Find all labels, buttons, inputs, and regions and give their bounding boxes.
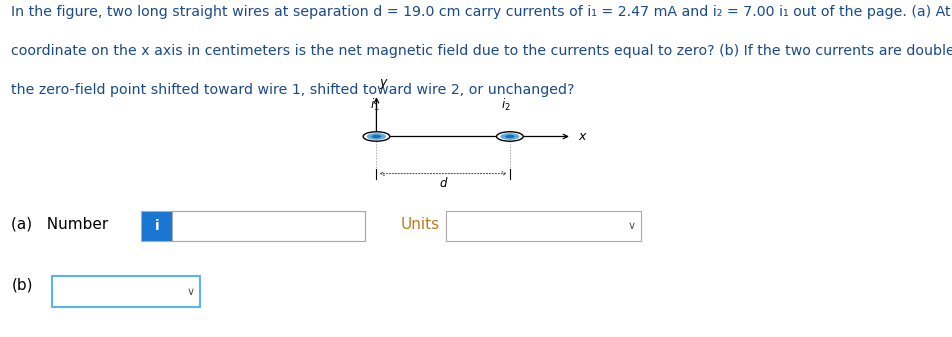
- FancyBboxPatch shape: [172, 211, 365, 241]
- Text: coordinate on the x axis in centimeters is the net magnetic field due to the cur: coordinate on the x axis in centimeters …: [11, 44, 952, 58]
- Circle shape: [363, 132, 389, 141]
- Circle shape: [500, 133, 519, 140]
- Text: (a)   Number: (a) Number: [11, 217, 109, 232]
- Text: ∨: ∨: [187, 286, 194, 297]
- Text: d: d: [439, 177, 446, 190]
- Text: y: y: [379, 76, 387, 89]
- Circle shape: [496, 132, 523, 141]
- Text: i: i: [154, 219, 159, 233]
- Circle shape: [505, 135, 514, 138]
- FancyBboxPatch shape: [52, 276, 200, 307]
- Text: Units: Units: [400, 217, 439, 232]
- Circle shape: [367, 133, 386, 140]
- Text: x: x: [578, 130, 585, 143]
- Text: $i_2$: $i_2$: [501, 97, 510, 113]
- Text: ∨: ∨: [627, 221, 635, 231]
- Text: In the figure, two long straight wires at separation d = 19.0 cm carry currents : In the figure, two long straight wires a…: [11, 5, 952, 19]
- Text: (b): (b): [11, 277, 33, 292]
- Text: the zero-field point shifted toward wire 1, shifted toward wire 2, or unchanged?: the zero-field point shifted toward wire…: [11, 83, 574, 97]
- Text: $i_1$: $i_1$: [369, 97, 379, 113]
- Circle shape: [371, 135, 381, 138]
- FancyBboxPatch shape: [446, 211, 641, 241]
- FancyBboxPatch shape: [141, 211, 172, 241]
